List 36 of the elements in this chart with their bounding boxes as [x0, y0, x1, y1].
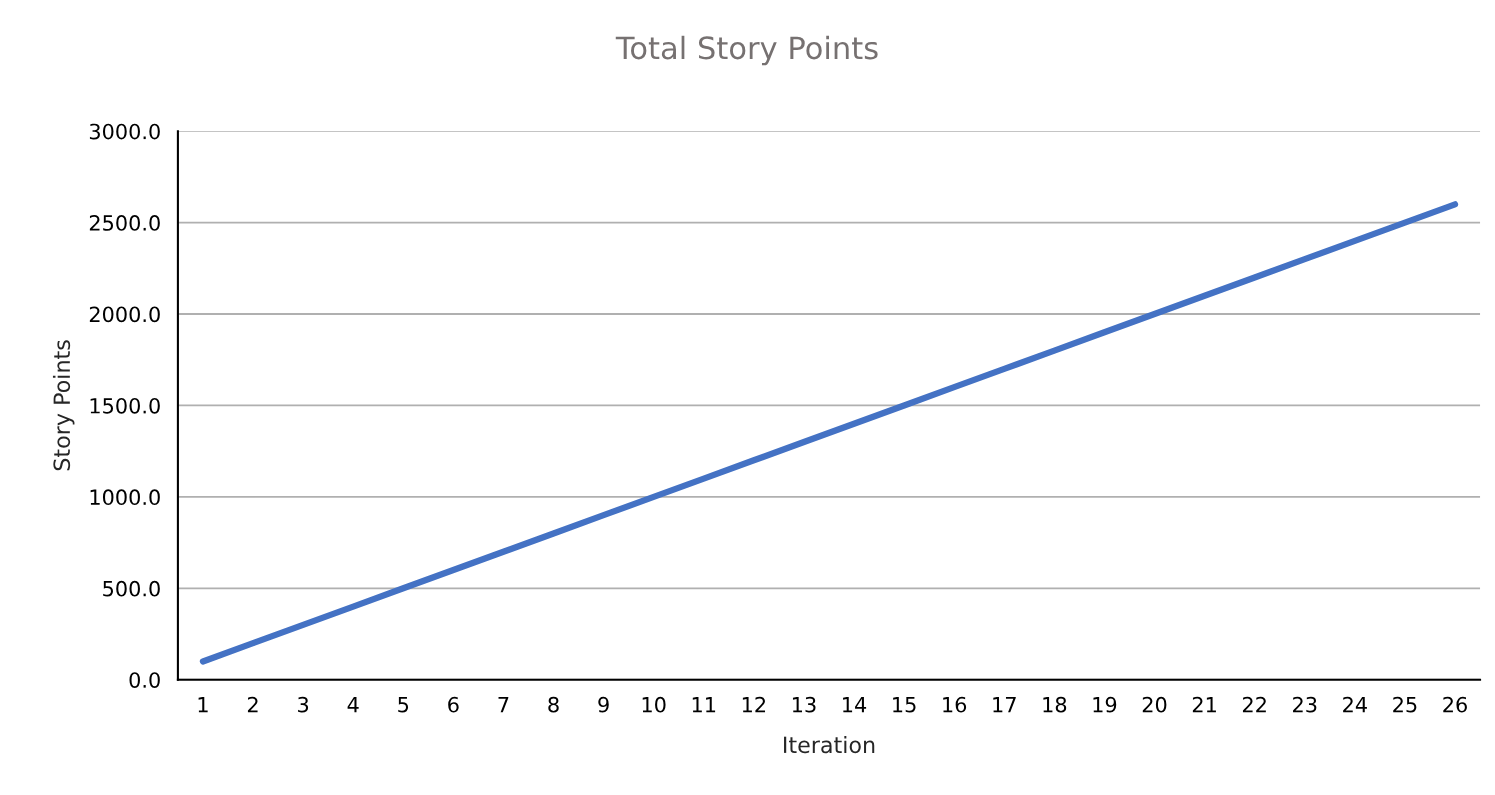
x-tick-label: 4 — [347, 697, 359, 713]
y-tick-label: 500.0 — [103, 580, 160, 597]
x-tick-label: 22 — [1242, 696, 1266, 713]
x-tick-label: 19 — [1093, 696, 1117, 713]
x-tick-label: 13 — [792, 696, 816, 713]
x-tick-label: 15 — [893, 697, 916, 713]
x-tick-label: 16 — [943, 696, 967, 713]
x-tick-label: 3 — [298, 696, 309, 713]
y-tick-label: 1500.0 — [90, 397, 160, 414]
x-tick-label: 20 — [1142, 696, 1167, 713]
x-tick-label: 21 — [1192, 696, 1216, 713]
x-tick-label: 9 — [598, 696, 609, 713]
y-tick-label: 3000.0 — [89, 123, 160, 140]
x-tick-label: 14 — [843, 697, 867, 713]
y-tick-label: 0.0 — [129, 672, 160, 688]
y-tick-label: 2000.0 — [89, 306, 160, 323]
x-axis-title: Iteration — [784, 736, 875, 754]
x-tick-label: 23 — [1293, 696, 1317, 713]
x-tick-label: 24 — [1343, 696, 1367, 713]
x-tick-label: 7 — [498, 697, 509, 713]
x-tick-label: 17 — [993, 697, 1016, 713]
chart-title: Total Story Points — [615, 35, 878, 66]
y-tick-label: 2500.0 — [89, 215, 160, 231]
x-tick-label: 1 — [198, 697, 208, 713]
x-tick-label: 10 — [642, 696, 666, 713]
x-tick-label: 6 — [448, 696, 459, 713]
x-tick-label: 25 — [1393, 696, 1417, 713]
y-tick-label: 1000.0 — [90, 489, 160, 506]
y-axis-title: Story Points — [52, 340, 75, 471]
x-tick-label: 5 — [398, 697, 409, 713]
x-tick-label: 11 — [692, 697, 716, 713]
x-tick-label: 12 — [742, 696, 766, 713]
x-tick-label: 2 — [247, 696, 258, 713]
x-tick-label: 8 — [548, 696, 559, 713]
x-tick-label: 18 — [1043, 696, 1067, 713]
x-tick-label: 26 — [1443, 696, 1467, 713]
